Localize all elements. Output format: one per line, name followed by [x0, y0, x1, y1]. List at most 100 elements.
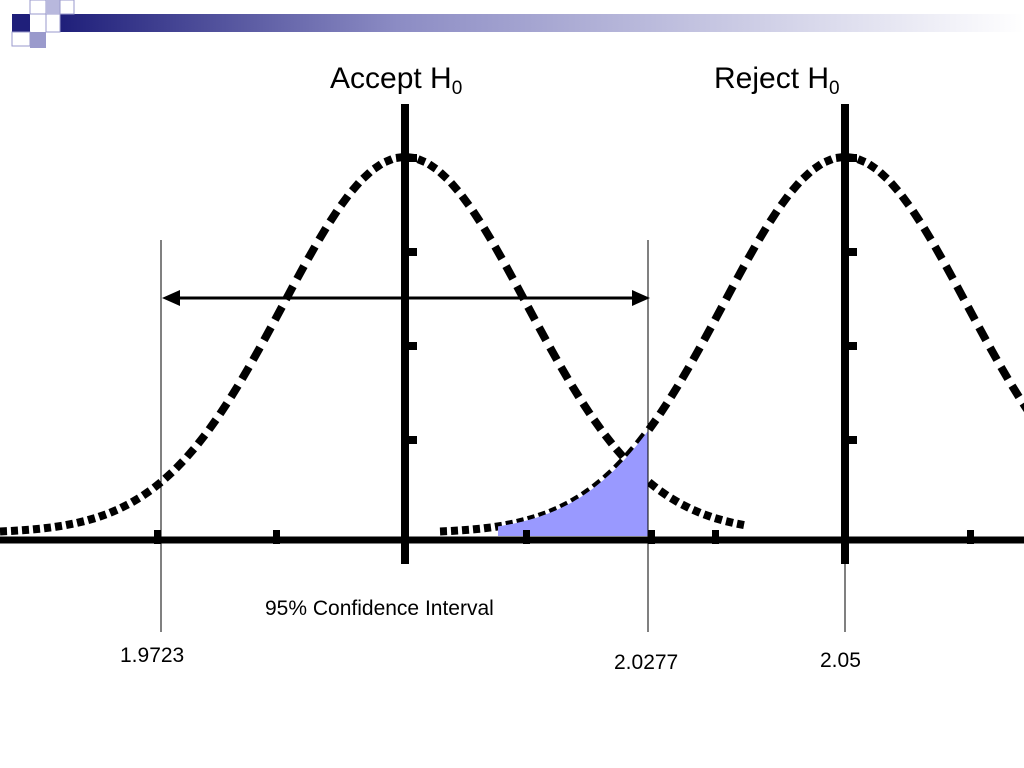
alternative-distribution-curve-segment [645, 417, 660, 432]
null-distribution-curve-segment [271, 304, 286, 322]
lower-bound-label: 1.9723 [120, 644, 185, 667]
alternative-distribution-curve-segment [811, 160, 824, 173]
null-distribution-curve-segment [183, 446, 198, 460]
alternative-distribution-curve-segment [986, 345, 1001, 362]
null-distribution-curve-segment [129, 494, 142, 506]
banner-square [11, 31, 31, 47]
banner-square [59, 0, 75, 15]
null-distribution-curve-segment [590, 417, 605, 432]
alt-axis-ticks [845, 154, 857, 444]
null-distribution-curve-segment [579, 401, 594, 417]
null-distribution-curve-segment [194, 432, 209, 447]
null-distribution-curve-segment [337, 193, 352, 208]
banner-square [30, 32, 46, 48]
null-distribution-curve-segment [557, 364, 572, 382]
arrow-head-left [162, 290, 180, 306]
x-axis-ticks [154, 530, 974, 544]
null-distribution-curve-segment [601, 432, 616, 447]
curves-layer [0, 153, 1024, 536]
alternative-distribution-curve-segment [866, 160, 879, 173]
alternative-distribution-curve-segment [472, 524, 481, 534]
null-distribution-curve-segment [469, 208, 484, 224]
null-distribution-curve-segment [151, 478, 164, 491]
alternative-distribution-curve-segment [788, 180, 803, 194]
alternative-distribution-curve-segment [602, 469, 615, 482]
null-distribution-curve-segment [32, 524, 41, 534]
null-distribution-curve-segment [76, 517, 85, 527]
null-distribution-curve-segment [304, 244, 319, 261]
null-distribution-curve-segment [227, 383, 242, 400]
null-distribution-curve-segment [293, 264, 308, 281]
null-distribution-curve-segment [480, 226, 495, 242]
alternative-distribution-curve-segment [909, 208, 924, 224]
alternative-distribution-curve-segment [569, 494, 582, 506]
null-distribution-curve-segment [657, 487, 670, 499]
null-distribution-curve-segment [371, 160, 384, 173]
alternative-distribution-curve-segment [733, 264, 748, 281]
null-distribution-curve-segment [162, 469, 175, 482]
alternative-distribution-curve-segment [613, 458, 626, 472]
alternative-distribution-curve-segment [689, 345, 704, 362]
null-distribution-curve-segment [216, 401, 231, 417]
upper-bound-label: 2.0277 [614, 651, 679, 674]
null-distribution-curve-segment [646, 478, 659, 491]
null-distribution-curve-segment [524, 304, 539, 322]
null-distribution-curve-segment [140, 487, 153, 499]
accept-h0-subscript: 0 [451, 78, 463, 99]
alternative-distribution-curve-segment [744, 244, 759, 261]
accept-h0-text: Accept H [330, 62, 452, 95]
slide-banner [11, 0, 1024, 48]
alternative-distribution-curve-segment [623, 446, 638, 460]
null-distribution-curve-segment [348, 180, 363, 194]
null-distribution-curve-segment [680, 500, 691, 512]
alternative-distribution-curve-segment [700, 325, 715, 343]
alternative-distribution-curve-segment [656, 401, 671, 417]
alternative-distribution-curve-segment [678, 364, 693, 382]
banner-square [12, 14, 30, 32]
reject-h0-text: Reject H [714, 62, 830, 95]
null-distribution-curve-segment [426, 160, 439, 173]
alternative-distribution-curve-segment [800, 169, 813, 182]
null-distribution-curve-segment [713, 514, 724, 524]
alternative-distribution-curve-segment [856, 155, 867, 166]
null-distribution-curve-segment [668, 494, 681, 506]
banner-gradient-bar [60, 14, 1024, 32]
null-distribution-curve-segment [458, 193, 473, 208]
alternative-distribution-curve-segment [461, 525, 470, 535]
null-distribution-curve-segment [416, 155, 427, 166]
alt-mean-label: 2.05 [820, 649, 861, 672]
alternative-distribution-curve [439, 153, 1024, 536]
arrow-head-right [632, 290, 650, 306]
null-distribution-curve-segment [238, 364, 253, 382]
null-distribution-curve-segment [491, 244, 506, 261]
null-distribution-curve-segment [249, 345, 264, 362]
alternative-distribution-curve-segment [548, 506, 559, 517]
alternative-distribution-curve-segment [953, 284, 968, 302]
alternative-distribution-curve-segment [887, 180, 902, 194]
null-distribution-curve-segment [43, 523, 52, 533]
null-distribution-curve-segment [65, 519, 74, 530]
alternative-distribution-curve-segment [877, 169, 890, 182]
alternative-distribution-curve-segment [711, 304, 726, 322]
alternative-distribution-curve-segment [1008, 383, 1023, 400]
accept-h0-label: Accept H0 [330, 62, 462, 99]
null-distribution-curve-segment [612, 446, 627, 460]
null-distribution-curve-segment [736, 519, 745, 530]
alternative-distribution-curve-segment [920, 226, 935, 242]
null-distribution-curve-segment [97, 510, 108, 521]
reject-h0-subscript: 0 [829, 78, 840, 99]
reject-h0-label: Reject H0 [714, 62, 840, 99]
alternative-distribution-curve-segment [823, 155, 834, 166]
null-distribution-curve-segment [535, 325, 550, 343]
alternative-distribution-curve-segment [634, 432, 649, 447]
alternative-distribution-curve-segment [766, 208, 781, 224]
null-distribution-curve-segment [360, 169, 373, 182]
null-distribution-curve-segment [502, 264, 517, 281]
alternative-distribution-curve-segment [942, 264, 957, 281]
alternative-distribution-curve-segment [931, 244, 946, 261]
alternative-distribution-curve-segment [997, 364, 1012, 382]
banner-square [46, 0, 60, 14]
null-distribution-curve-segment [21, 525, 30, 535]
